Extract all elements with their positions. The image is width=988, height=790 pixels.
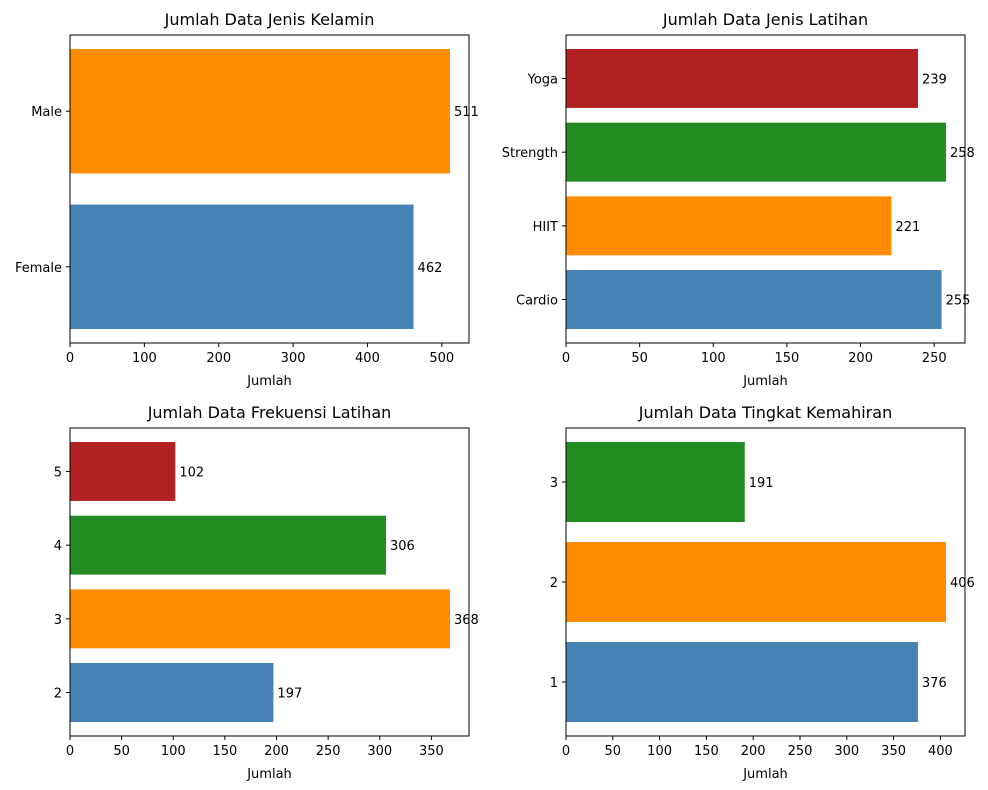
x-tick-label: 500 (429, 351, 454, 366)
bar (70, 204, 414, 329)
y-tick-label: 2 (550, 576, 558, 591)
data-label: 376 (922, 676, 947, 691)
chart-panel-workout-frequency: Jumlah Data Frekuensi Latihan Jumlah 197… (54, 403, 479, 782)
x-tick-label: 0 (66, 351, 74, 366)
y-tick-label: Cardio (516, 294, 558, 309)
x-axis-label: Jumlah (246, 374, 292, 389)
data-label: 191 (749, 476, 774, 491)
x-tick-label: 50 (605, 744, 622, 759)
x-tick-label: 0 (562, 351, 570, 366)
x-tick-label: 100 (132, 351, 157, 366)
data-label: 197 (277, 687, 302, 702)
x-tick-label: 100 (647, 744, 672, 759)
x-tick-label: 400 (355, 351, 380, 366)
x-tick-label: 100 (161, 744, 186, 759)
chart-title: Jumlah Data Tingkat Kemahiran (638, 403, 892, 422)
y-tick-label: 3 (54, 613, 62, 628)
x-tick-label: 200 (848, 351, 873, 366)
y-tick-label: Strength (502, 146, 558, 161)
y-tick-label: 4 (54, 539, 62, 554)
bar (566, 122, 946, 182)
chart-panel-gender: Jumlah Data Jenis Kelamin Jumlah 462 511 F… (15, 10, 479, 389)
chart-panel-workout-type: Jumlah Data Jenis Latihan Jumlah 255 221 2… (502, 10, 975, 389)
x-tick-label: 300 (281, 351, 306, 366)
bar (566, 270, 942, 329)
data-label: 368 (454, 613, 479, 628)
data-label: 462 (418, 261, 443, 276)
x-tick-label: 300 (367, 744, 392, 759)
axes-frame (69, 427, 470, 737)
x-tick-label: 300 (834, 744, 859, 759)
y-tick-label: Female (15, 261, 62, 276)
y-tick-label: HIIT (533, 220, 558, 235)
data-label: 406 (950, 576, 975, 591)
x-axis-label: Jumlah (742, 374, 788, 389)
data-label: 258 (950, 146, 975, 161)
x-tick-label: 200 (741, 744, 766, 759)
y-tick-label: 2 (54, 687, 62, 702)
y-tick-label: Yoga (527, 72, 558, 87)
x-tick-label: 100 (701, 351, 726, 366)
data-label: 511 (454, 105, 479, 120)
x-tick-label: 50 (631, 351, 648, 366)
x-axis-label: Jumlah (246, 767, 292, 782)
x-tick-label: 200 (264, 744, 289, 759)
bar (70, 589, 450, 649)
bar (70, 442, 176, 501)
y-tick-label: 3 (550, 476, 558, 491)
x-tick-label: 50 (113, 744, 130, 759)
x-tick-label: 350 (881, 744, 906, 759)
chart-title: Jumlah Data Frekuensi Latihan (147, 403, 392, 422)
data-label: 221 (896, 220, 921, 235)
axes-frame (69, 34, 470, 344)
chart-title: Jumlah Data Jenis Latihan (662, 10, 868, 29)
chart-panel-experience-level: Jumlah Data Tingkat Kemahiran Jumlah 376… (550, 403, 975, 782)
x-tick-label: 250 (788, 744, 813, 759)
x-axis-label: Jumlah (742, 767, 788, 782)
axes-frame (565, 34, 966, 344)
data-label: 306 (390, 539, 415, 554)
bar (566, 196, 892, 256)
y-tick-label: 5 (54, 465, 62, 480)
x-tick-label: 0 (66, 744, 74, 759)
bar (70, 515, 386, 575)
bar (566, 542, 946, 622)
bar (566, 49, 919, 108)
x-tick-label: 150 (694, 744, 719, 759)
bar (70, 49, 450, 174)
x-tick-label: 350 (419, 744, 444, 759)
bar (70, 663, 274, 722)
bar (566, 642, 918, 722)
x-tick-label: 200 (206, 351, 231, 366)
chart-title: Jumlah Data Jenis Kelamin (164, 10, 375, 29)
x-tick-label: 250 (922, 351, 947, 366)
bar (566, 442, 745, 522)
data-label: 239 (922, 72, 947, 87)
x-tick-label: 150 (212, 744, 237, 759)
x-tick-label: 250 (316, 744, 341, 759)
x-tick-label: 150 (775, 351, 800, 366)
y-tick-label: Male (31, 105, 62, 120)
data-label: 255 (946, 294, 971, 309)
y-tick-label: 1 (550, 676, 558, 691)
x-tick-label: 0 (562, 744, 570, 759)
data-label: 102 (179, 465, 204, 480)
x-tick-label: 400 (928, 744, 953, 759)
